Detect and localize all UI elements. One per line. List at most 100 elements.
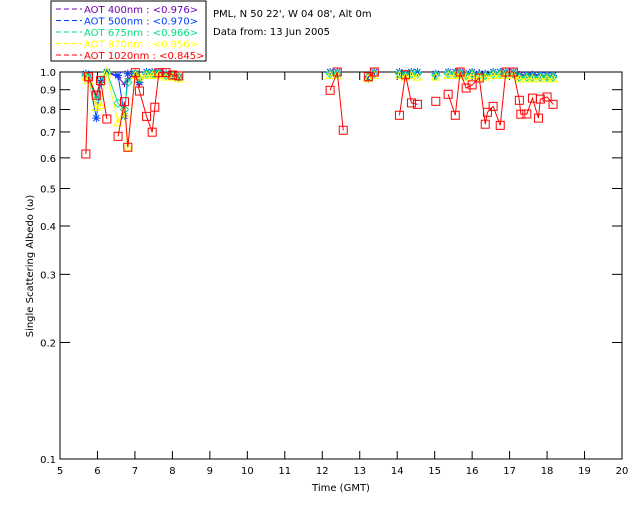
data-point bbox=[450, 110, 460, 120]
x-tick-label: 15 bbox=[428, 466, 441, 477]
x-axis-label: Time (GMT) bbox=[311, 483, 370, 494]
data-point bbox=[488, 101, 498, 111]
data-point bbox=[332, 70, 343, 79]
y-tick-label: 0.6 bbox=[40, 154, 56, 165]
data-point bbox=[412, 72, 423, 81]
y-tick-label: 0.4 bbox=[40, 222, 56, 233]
x-tick-label: 5 bbox=[57, 466, 63, 477]
data-point bbox=[102, 114, 112, 124]
data-point bbox=[91, 90, 101, 100]
data-point bbox=[113, 98, 123, 109]
data-point bbox=[369, 67, 379, 77]
x-tick-label: 16 bbox=[466, 466, 479, 477]
data-point bbox=[482, 107, 492, 117]
data-point bbox=[123, 142, 133, 152]
data-point bbox=[81, 149, 91, 159]
data-point bbox=[80, 72, 91, 81]
data-point bbox=[542, 92, 552, 102]
data-point bbox=[548, 99, 558, 109]
y-tick-label: 0.5 bbox=[40, 184, 56, 195]
series-3 bbox=[80, 66, 558, 151]
x-tick-label: 11 bbox=[278, 466, 291, 477]
y-tick-label: 0.8 bbox=[40, 106, 56, 117]
data-point bbox=[119, 97, 129, 107]
x-tick-label: 7 bbox=[132, 466, 138, 477]
legend-entry: AOT 870nm : <0.956> bbox=[84, 40, 198, 51]
data-point bbox=[174, 71, 184, 81]
data-point bbox=[467, 80, 477, 90]
data-point bbox=[535, 94, 545, 104]
x-tick-label: 8 bbox=[169, 466, 175, 477]
data-point bbox=[522, 109, 532, 119]
data-point bbox=[406, 98, 416, 108]
location-label: PML, N 50 22', W 04 08', Alt 0m bbox=[213, 9, 372, 20]
data-point bbox=[83, 72, 93, 82]
x-tick-label: 18 bbox=[541, 466, 554, 477]
data-point bbox=[508, 70, 519, 79]
data-point bbox=[141, 70, 152, 79]
data-point bbox=[154, 70, 164, 79]
legend-entry: AOT 500nm : <0.970> bbox=[84, 17, 198, 28]
data-point bbox=[488, 70, 498, 79]
data-point bbox=[521, 73, 532, 83]
plot-frame bbox=[59, 71, 623, 460]
data-point bbox=[501, 67, 511, 77]
data-point bbox=[542, 73, 552, 83]
data-point bbox=[455, 70, 466, 79]
data-point bbox=[533, 113, 543, 123]
data-point bbox=[332, 67, 342, 77]
data-point bbox=[394, 110, 404, 120]
data-point bbox=[142, 111, 152, 121]
data-point bbox=[480, 119, 490, 129]
data-point bbox=[92, 114, 101, 123]
data-point bbox=[363, 72, 373, 82]
data-point bbox=[413, 68, 422, 76]
date-label: Data from: 13 Jun 2005 bbox=[213, 27, 330, 38]
data-point bbox=[431, 70, 441, 81]
data-point bbox=[134, 86, 144, 96]
data-point bbox=[514, 95, 524, 105]
data-point bbox=[548, 73, 558, 83]
data-point bbox=[431, 96, 441, 106]
data-point bbox=[535, 72, 546, 82]
data-point bbox=[113, 131, 123, 141]
data-point bbox=[461, 83, 471, 93]
data-point bbox=[130, 68, 140, 78]
data-point bbox=[101, 66, 112, 76]
y-tick-label: 0.3 bbox=[40, 270, 56, 281]
y-axis-label: Single Scattering Albedo (ω) bbox=[25, 195, 36, 338]
series-line bbox=[447, 71, 554, 126]
x-tick-label: 9 bbox=[207, 466, 213, 477]
data-point bbox=[480, 70, 490, 81]
series-line bbox=[85, 71, 179, 119]
data-point bbox=[430, 72, 441, 81]
series-line bbox=[368, 71, 375, 78]
data-point bbox=[161, 68, 171, 78]
data-point bbox=[488, 68, 498, 79]
data-point bbox=[91, 102, 102, 111]
series-line bbox=[398, 74, 418, 116]
data-point bbox=[95, 100, 106, 109]
legend-entry: AOT 400nm : <0.976> bbox=[84, 5, 198, 16]
data-point bbox=[514, 73, 525, 83]
y-tick-label: 0.7 bbox=[40, 128, 56, 139]
x-tick-label: 10 bbox=[241, 466, 254, 477]
data-point bbox=[154, 68, 164, 78]
data-point bbox=[474, 73, 484, 83]
data-point bbox=[338, 125, 348, 135]
series-line bbox=[117, 72, 179, 148]
y-tick-label: 0.1 bbox=[40, 455, 56, 466]
data-point bbox=[400, 70, 410, 80]
data-point bbox=[443, 68, 453, 79]
data-point bbox=[325, 70, 335, 79]
x-tick-label: 13 bbox=[353, 466, 366, 477]
data-point bbox=[168, 70, 178, 80]
data-point bbox=[123, 69, 132, 78]
x-tick-label: 12 bbox=[316, 466, 329, 477]
data-point bbox=[450, 70, 461, 79]
data-point bbox=[406, 68, 417, 79]
data-point bbox=[443, 70, 454, 79]
data-point bbox=[325, 68, 335, 79]
data-point bbox=[508, 67, 518, 77]
